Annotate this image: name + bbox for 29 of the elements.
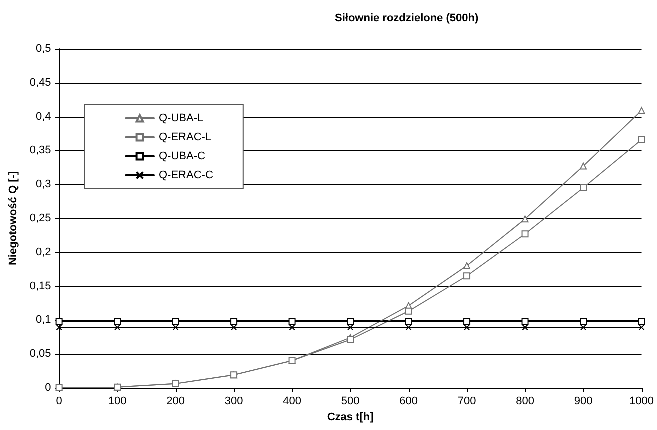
y-tick-label: 0,1	[36, 314, 52, 326]
x-tick-label: 200	[166, 396, 185, 408]
y-tick-label: 0	[45, 382, 52, 394]
y-tick-label: 0,35	[30, 144, 52, 157]
x-tick-label: 500	[341, 396, 360, 408]
x-tick-label: 900	[574, 396, 593, 408]
x-axis-title: Czas t[h]	[327, 412, 374, 424]
y-tick-label: 0,3	[36, 178, 52, 191]
legend-label: Q-ERAC-C	[159, 170, 214, 182]
x-tick-label: 400	[283, 396, 302, 408]
x-tick-label: 300	[224, 396, 244, 408]
y-tick-label: 0,2	[36, 246, 52, 258]
y-tick-label: 0,25	[30, 212, 52, 224]
y-tick-label: 0,5	[36, 43, 52, 55]
y-tick-label: 0,45	[30, 76, 52, 89]
y-axis-title: Niegotowość Q [-]	[8, 171, 20, 266]
legend-label: Q-UBA-C	[159, 150, 206, 162]
y-tick-label: 0,4	[36, 110, 52, 123]
x-tick-label: 100	[108, 396, 127, 408]
y-tick-label: 0,05	[30, 348, 52, 360]
legend-label: Q-ERAC-L	[159, 132, 212, 144]
y-tick-label: 0,15	[30, 280, 52, 292]
x-tick-label: 600	[400, 396, 418, 408]
x-tick-label: 1000	[630, 396, 654, 408]
legend-label: Q-UBA-L	[159, 112, 204, 124]
x-tick-label: 700	[458, 396, 476, 408]
x-tick-label: 0	[56, 396, 62, 408]
x-tick-label: 800	[516, 396, 534, 408]
chart-title: Siłownie rozdzielone (500h)	[335, 12, 479, 24]
